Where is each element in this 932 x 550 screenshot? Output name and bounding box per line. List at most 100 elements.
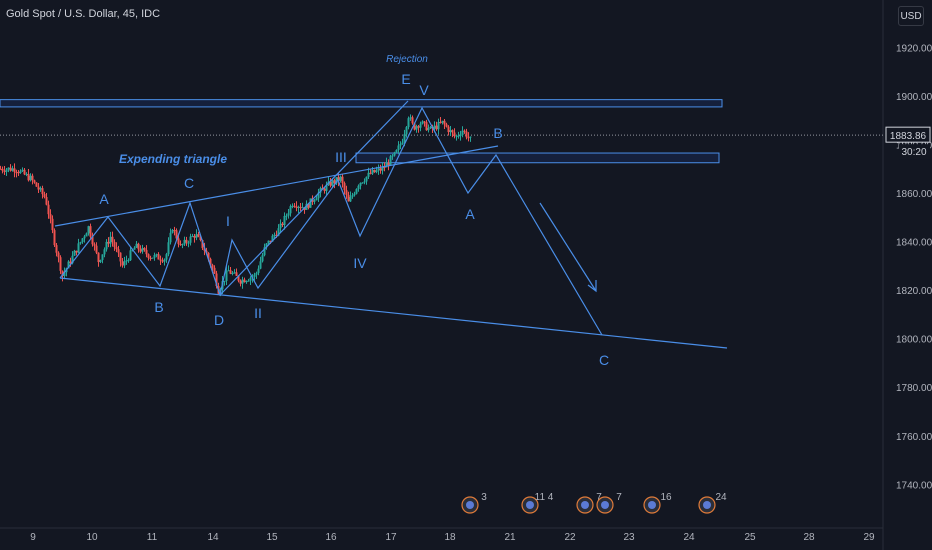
candle-body	[93, 244, 96, 246]
candle-body	[393, 152, 396, 156]
last-price-value: 1883.86	[890, 131, 927, 142]
triangle-lower-line	[59, 277, 728, 349]
candle-body	[293, 205, 296, 207]
candle-body	[359, 182, 362, 186]
candle-body	[201, 240, 204, 249]
candle-body	[325, 184, 328, 191]
candle-body	[191, 235, 194, 237]
candle-body	[143, 248, 146, 250]
candle-body	[301, 207, 304, 209]
y-tick-label: 1900.00	[896, 92, 932, 103]
x-tick-label: 10	[86, 532, 98, 543]
candle-body	[141, 248, 144, 252]
wave-label-A: A	[99, 191, 109, 207]
candle-body	[429, 126, 432, 128]
candle-body	[169, 232, 172, 243]
candle-body	[249, 277, 252, 281]
candle-body	[49, 214, 52, 219]
candle-body	[369, 172, 372, 174]
candle-body	[173, 230, 176, 232]
candle-body	[187, 242, 190, 244]
x-tick-label: 17	[385, 532, 397, 543]
candle-body	[445, 124, 448, 127]
candle-body	[209, 258, 212, 265]
x-tick-label: 16	[325, 532, 337, 543]
wave-label-I: I	[226, 213, 230, 229]
candle-body	[417, 126, 420, 128]
candle-body	[167, 242, 170, 255]
candle-body	[67, 261, 70, 269]
countdown-box	[899, 144, 930, 160]
candle-body	[281, 223, 284, 225]
candle-body	[361, 182, 364, 184]
candle-body	[23, 169, 26, 175]
event-badge-count: 16	[660, 492, 672, 503]
event-badge-count: 7	[616, 492, 622, 503]
candle-body	[17, 172, 20, 174]
candle-body	[261, 255, 264, 262]
x-tick-label: 21	[504, 532, 516, 543]
candle-body	[77, 243, 80, 253]
candle-body	[247, 280, 250, 282]
candle-body	[323, 188, 326, 191]
wave-label-A: A	[465, 206, 475, 222]
candle-body	[237, 275, 240, 281]
candle-body	[309, 198, 312, 208]
candle-body	[133, 247, 136, 250]
candle-body	[27, 173, 30, 181]
candle-body	[153, 255, 156, 258]
candle-body	[257, 268, 260, 273]
candle-body	[345, 190, 348, 195]
candle-body	[149, 257, 152, 259]
candle-body	[101, 254, 104, 261]
candle-body	[129, 250, 132, 261]
candle-body	[0, 168, 2, 170]
candle-body	[245, 281, 248, 283]
candle-body	[273, 234, 276, 236]
candle-body	[341, 176, 344, 184]
candle-body	[227, 270, 230, 272]
candle-body	[105, 241, 108, 250]
wave-label-II: II	[254, 305, 262, 321]
candle-body	[7, 167, 10, 170]
candle-body	[347, 194, 350, 202]
candle-body	[423, 121, 426, 123]
candle-body	[259, 261, 262, 269]
candle-body	[161, 260, 164, 262]
candle-body	[459, 134, 462, 136]
candle-body	[15, 172, 18, 174]
candle-body	[433, 125, 436, 129]
candle-body	[165, 254, 168, 260]
annotation-expanding-triangle: Expending triangle	[119, 152, 227, 166]
candle-body	[363, 181, 366, 183]
candle-body	[121, 261, 124, 266]
candle-body	[195, 234, 198, 238]
candle-body	[461, 130, 464, 135]
candle-body	[79, 242, 82, 244]
candle-body	[225, 271, 228, 281]
candle-body	[317, 192, 320, 199]
candle-body	[135, 243, 138, 248]
x-tick-label: 28	[803, 532, 815, 543]
y-tick-label: 1860.00	[896, 189, 932, 200]
candle-body	[5, 169, 8, 172]
candle-body	[35, 182, 38, 187]
currency-button[interactable]: USD	[898, 6, 924, 26]
candle-body	[453, 132, 456, 137]
candle-body	[223, 280, 226, 282]
candle-body	[197, 234, 200, 237]
candle-body	[207, 252, 210, 259]
y-tick-label: 1740.00	[896, 480, 932, 491]
candle-body	[151, 257, 154, 259]
candle-body	[253, 274, 256, 277]
candle-body	[85, 233, 88, 237]
candle-body	[411, 117, 414, 124]
candle-body	[193, 235, 196, 238]
candle-body	[179, 244, 182, 246]
wave-label-B: B	[154, 299, 163, 315]
y-tick-label: 1780.00	[896, 383, 932, 394]
candle-body	[41, 188, 44, 195]
candle-body	[269, 240, 272, 242]
candle-body	[171, 230, 174, 233]
